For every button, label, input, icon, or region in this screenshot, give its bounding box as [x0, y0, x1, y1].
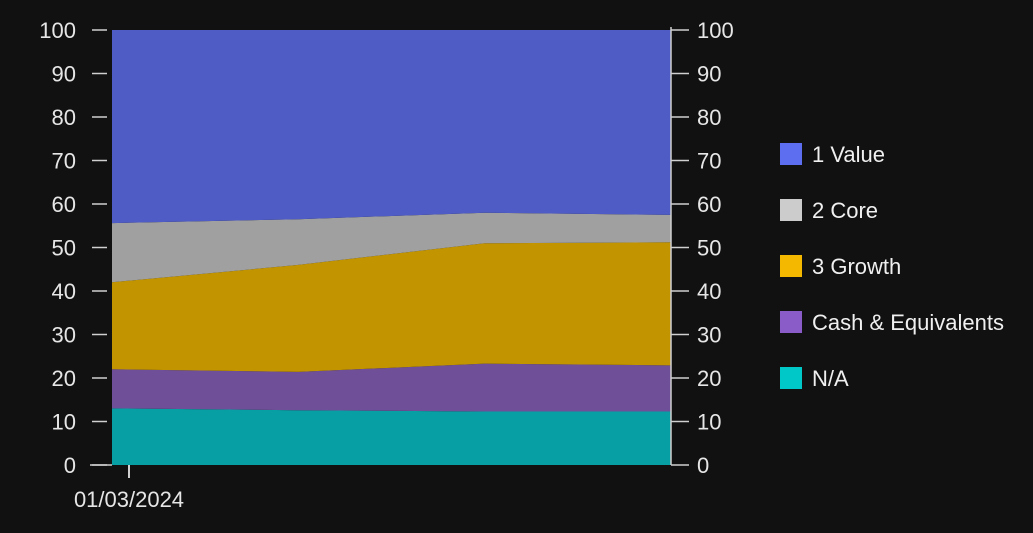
- left-y-tick-label: 60: [52, 192, 76, 217]
- legend-swatch-2-core: [780, 199, 802, 221]
- axes-layer: 0 0 10 10 20 20 30 30 40 40 50 50 60 60 70 70 80 80 90 90 10…: [39, 18, 733, 512]
- legend-label-2-core: 2 Core: [812, 198, 878, 223]
- legend-label-1-value: 1 Value: [812, 142, 885, 167]
- legend-swatch-1-value: [780, 143, 802, 165]
- area-cash-equivalents: [112, 363, 671, 412]
- legend-swatch-n-a: [780, 367, 802, 389]
- left-y-tick-label: 40: [52, 279, 76, 304]
- legend-swatch-3-growth: [780, 255, 802, 277]
- right-y-tick-label: 30: [697, 323, 721, 348]
- right-y-tick-label: 70: [697, 149, 721, 174]
- left-y-tick-label: 30: [52, 323, 76, 348]
- legend-swatch-cash-equivalents: [780, 311, 802, 333]
- right-y-tick-label: 40: [697, 279, 721, 304]
- right-y-tick-label: 20: [697, 366, 721, 391]
- area-1-value: [112, 30, 671, 224]
- right-y-tick-label: 50: [697, 236, 721, 261]
- area-3-growth: [112, 242, 671, 372]
- legend-label-3-growth: 3 Growth: [812, 254, 901, 279]
- left-y-tick-label: 50: [52, 236, 76, 261]
- legend-label-cash-equivalents: Cash & Equivalents: [812, 310, 1004, 335]
- left-y-tick-label: 80: [52, 105, 76, 130]
- left-y-tick-label: 20: [52, 366, 76, 391]
- left-y-tick-label: 10: [52, 410, 76, 435]
- right-y-tick-label: 10: [697, 410, 721, 435]
- right-y-tick-label: 100: [697, 18, 734, 43]
- right-y-tick-label: 90: [697, 62, 721, 87]
- right-y-tick-label: 60: [697, 192, 721, 217]
- right-y-tick-label: 0: [697, 453, 709, 478]
- area-layer: [112, 30, 671, 465]
- right-y-tick-label: 80: [697, 105, 721, 130]
- left-y-tick-label: 90: [52, 62, 76, 87]
- left-y-tick-label: 100: [39, 18, 76, 43]
- area-2-core: [112, 212, 671, 283]
- x-tick-label: 01/03/2024: [74, 487, 184, 512]
- area-n-a: [112, 408, 671, 465]
- left-y-tick-label: 0: [64, 453, 76, 478]
- legend-label-n-a: N/A: [812, 366, 849, 391]
- legend: 1 Value 2 Core 3 Growth Cash & Equivalents N…: [780, 142, 1004, 391]
- left-y-tick-label: 70: [52, 149, 76, 174]
